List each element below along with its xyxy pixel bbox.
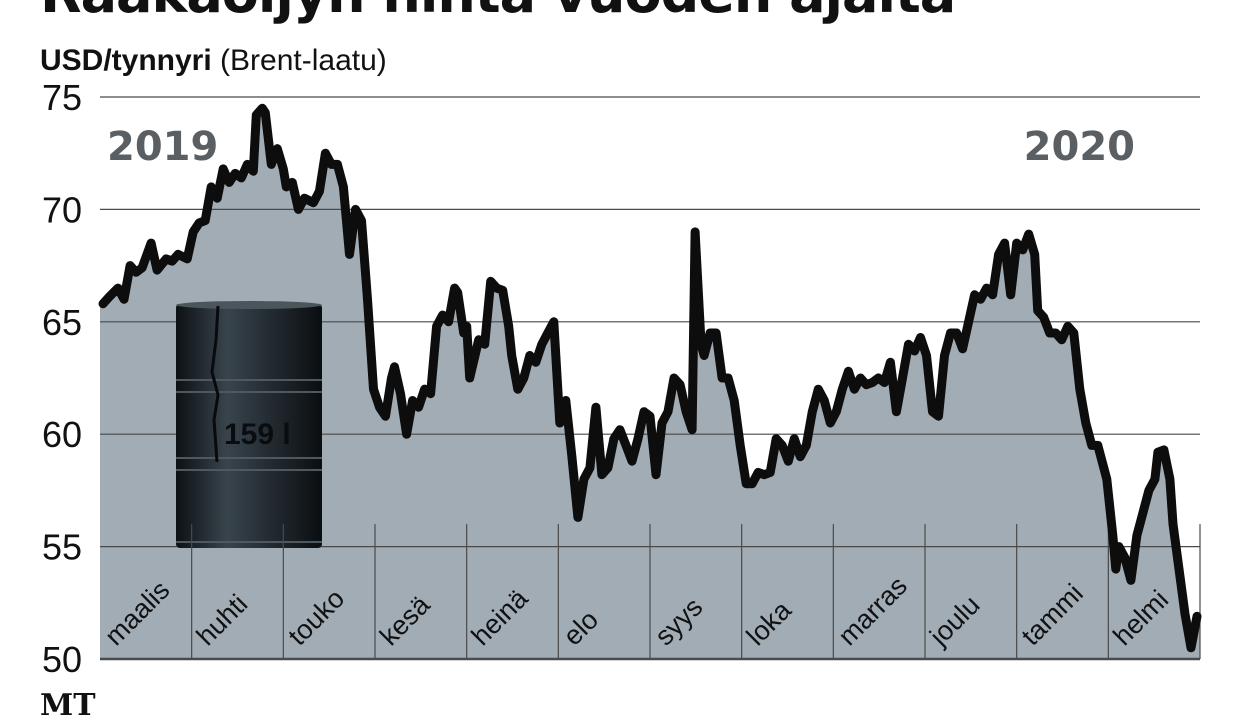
year-label-2019: 2019: [107, 124, 218, 170]
unit-label: USD/tynnyri: [40, 44, 212, 77]
y-tick-label-50: 50: [42, 639, 82, 680]
price-line: [98, 103, 1202, 653]
y-tick-label-60: 60: [42, 414, 82, 455]
chart-title: Raakaöljyn hinta vuoden ajalta: [40, 0, 956, 25]
y-tick-label-75: 75: [42, 77, 82, 118]
y-tick-label-55: 55: [42, 527, 82, 568]
price-chart: 159 l maalis huhti touko kesä heinä elo syys lo…: [42, 77, 1202, 680]
y-tick-label-65: 65: [42, 302, 82, 343]
year-label-2020: 2020: [1024, 124, 1135, 170]
y-tick-label-70: 70: [42, 189, 82, 230]
price-area: [100, 108, 1200, 659]
source-logo: MT: [40, 688, 96, 723]
barrel-volume-label: 159 l: [224, 418, 291, 451]
barrel-drip: [210, 305, 220, 463]
y-axis-label: USD/tynnyri (Brent-laatu): [40, 44, 387, 78]
oil-barrel-illustration: 159 l: [176, 301, 322, 548]
barrel-top: [176, 301, 322, 309]
unit-note: (Brent-laatu): [220, 44, 387, 77]
